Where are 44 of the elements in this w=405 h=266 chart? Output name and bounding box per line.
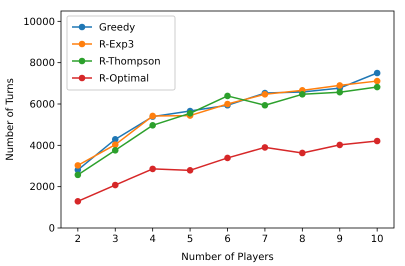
point bbox=[336, 142, 344, 148]
y-tick-label: 2000 bbox=[30, 182, 55, 194]
y-tick-label: 10000 bbox=[23, 16, 55, 28]
point bbox=[262, 102, 268, 109]
point bbox=[299, 90, 306, 98]
y-tick-label: 6000 bbox=[30, 100, 55, 110]
point bbox=[224, 154, 231, 162]
x-tick-label: 5 bbox=[186, 234, 194, 245]
point bbox=[112, 182, 119, 188]
point bbox=[112, 146, 119, 154]
x-tick-label: 10 bbox=[370, 234, 384, 245]
point bbox=[224, 92, 231, 100]
point bbox=[262, 144, 268, 151]
point bbox=[299, 150, 306, 156]
x-tick-label: 9 bbox=[336, 234, 343, 245]
y-axis-title: Number of Turns bbox=[5, 78, 16, 161]
x-tick-label: 6 bbox=[224, 234, 231, 245]
x-tick-label: 4 bbox=[149, 234, 156, 245]
y-tick-label: 4000 bbox=[30, 140, 55, 152]
x-tick-label: 3 bbox=[112, 234, 118, 245]
point bbox=[74, 172, 82, 178]
legend-label: R-Thompson bbox=[99, 56, 161, 68]
point bbox=[74, 162, 82, 169]
x-tick-label: 2 bbox=[74, 234, 82, 245]
point bbox=[336, 82, 344, 89]
legend-label: Greedy bbox=[99, 22, 136, 34]
point bbox=[374, 70, 380, 76]
y-tick-label: 0 bbox=[48, 224, 55, 234]
x-tick-label: 8 bbox=[299, 234, 306, 245]
point bbox=[374, 84, 380, 90]
point bbox=[186, 167, 194, 174]
legend-label: R-Exp3 bbox=[99, 40, 134, 50]
point bbox=[336, 88, 344, 96]
y-tick-label: 8000 bbox=[30, 58, 55, 70]
point bbox=[149, 166, 156, 172]
legend-label: R-Optimal bbox=[99, 74, 149, 84]
x-tick-label: 7 bbox=[262, 234, 268, 245]
point bbox=[112, 141, 119, 148]
x-axis-title: Number of Players bbox=[181, 252, 274, 263]
point bbox=[74, 198, 82, 205]
point bbox=[374, 78, 380, 84]
point bbox=[112, 136, 119, 143]
point bbox=[149, 122, 156, 129]
point bbox=[374, 138, 380, 144]
